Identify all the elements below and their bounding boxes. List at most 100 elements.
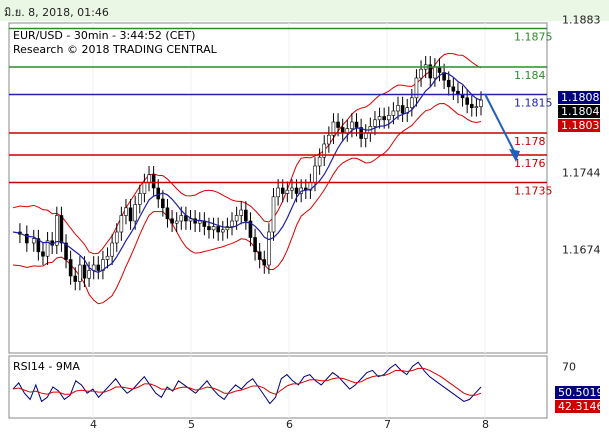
candle-body [262,259,267,266]
candle-body [244,209,248,222]
candle-body [382,116,386,121]
candle-body [170,218,174,224]
price-badge-label: 1.18033 [561,119,607,132]
candle-body [211,226,216,231]
candle-body [179,215,184,222]
timestamp-bar: มิ.ย. 8, 2018, 01:46 [0,0,609,21]
candle-body [469,104,474,109]
price-badge [558,119,600,132]
y-tick-label: 1.1883 [562,14,601,27]
candle-body [294,187,299,194]
candle-body [414,77,419,99]
candle-body [114,231,119,244]
candle-body [87,270,91,279]
y-tick-label: 1.1744 [562,167,601,180]
rsi-badge-label: 50.5019 [558,386,604,399]
rsi-panel-frame [8,355,548,419]
x-tick-label: 6 [286,418,293,431]
candle-body [25,233,29,244]
candle-body [446,79,451,88]
level-label: 1.1875 [514,31,553,44]
candle-body [239,209,244,216]
candle-body [257,251,262,260]
forecast-arrow-head [509,149,520,162]
candle-body [119,215,124,233]
candle-body [313,165,317,183]
candle-body [193,218,197,224]
bollinger-upper [12,52,482,255]
candle-body [280,187,285,194]
candle-body [363,132,368,139]
chart-credit-line: Research © 2018 TRADING CENTRAL [13,43,218,56]
candle-body [124,207,128,216]
candle-body [110,242,114,257]
price-panel-frame [8,22,548,354]
candle-body [400,105,405,114]
candle-body [197,220,202,224]
candle-body [290,187,294,191]
moving-average-line [12,72,482,274]
level-label: 1.184 [514,69,546,82]
rsi-badge [555,400,600,413]
candle-body [419,68,423,79]
candle-body [396,105,400,112]
candle-body [156,187,161,200]
candle-body [31,238,36,244]
candle-body [248,220,253,238]
level-label: 1.1735 [514,185,553,198]
candle-body [68,259,73,277]
candle-body [55,215,59,246]
candle-body [78,264,82,282]
candle-body [377,116,382,121]
rsi-badge-label: 42.3146 [558,400,604,413]
candle-body [285,189,290,194]
candle-body [133,204,137,222]
candle-body [82,264,87,279]
candle-body [373,119,377,127]
candle-body [96,264,101,271]
candle-body [437,66,442,73]
candle-body [73,275,78,282]
candle-body [105,255,110,260]
candle-body [41,251,45,257]
candle-body [340,127,345,134]
candle-body [36,238,41,253]
candle-body [433,66,437,79]
y-tick-label: 1.1674 [562,244,601,257]
candle-body [428,64,433,79]
candle-body [59,215,64,244]
candle-body [451,86,456,92]
rsi-label: RSI14 - 9MA [13,360,80,373]
candle-body [128,207,133,222]
price-badge-label: 1.18046 [561,105,607,118]
candle-body [225,226,230,231]
candle-body [216,226,220,233]
candle-body [336,121,340,128]
candle-body [317,156,322,167]
x-tick-label: 5 [188,418,195,431]
candle-body [230,220,234,227]
candle-body [174,220,179,224]
chart-symbol-line: EUR/USD - 30min - 3:44:52 (CET) [13,29,195,42]
rsi-line [12,361,482,405]
candle-body [161,198,165,209]
level-label: 1.178 [514,135,546,148]
x-tick-label: 8 [482,418,489,431]
candle-body [327,134,331,145]
candle-body [147,174,151,183]
candle-body [165,207,170,220]
candle-body [354,121,359,128]
candle-body [276,187,280,198]
candle-body [410,97,414,109]
timestamp-label: มิ.ย. 8, 2018, 01:46 [4,6,109,19]
candle-body [271,196,276,233]
x-tick-label: 4 [90,418,97,431]
level-label: 1.1815 [514,97,553,110]
candle-body [137,193,142,205]
candle-body [220,229,225,233]
price-badge [558,105,600,118]
rsi-badge [555,386,600,399]
candle-body [350,121,354,129]
candle-body [479,99,483,107]
candle-body [45,240,50,257]
